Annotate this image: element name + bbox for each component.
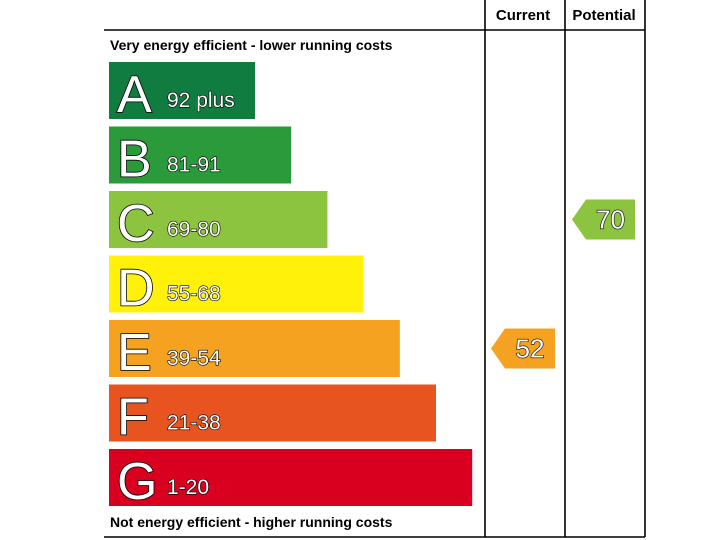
band-bar — [109, 320, 400, 377]
chart-frame — [104, 0, 646, 538]
rating-markers: 52 70 — [491, 199, 635, 369]
bottom-caption: Not energy efficient - higher running co… — [110, 514, 393, 530]
potential-rating-arrow — [572, 199, 635, 240]
band-range: 1-20 — [167, 476, 209, 499]
band-c: C 69-80 — [109, 191, 328, 254]
band-bar — [109, 126, 292, 184]
band-f: F 21-38 — [109, 384, 436, 447]
band-range: 21-38 — [167, 412, 221, 435]
top-caption: Very energy efficient - lower running co… — [110, 37, 393, 53]
band-range: 81-91 — [167, 154, 221, 177]
band-letter: A — [117, 66, 152, 124]
current-rating-marker: 52 — [491, 328, 555, 369]
band-bar — [109, 62, 255, 119]
band-letter: D — [117, 260, 155, 318]
band-letter: C — [117, 195, 155, 253]
band-b: B 81-91 — [109, 126, 292, 189]
current-rating-arrow — [491, 328, 555, 369]
band-letter: G — [117, 453, 157, 511]
potential-header: Potential — [572, 7, 635, 24]
band-letter: F — [117, 389, 149, 447]
rating-bands: A 92 plus B 81-91 C 69-80 D 55-68 E 39-54 F 21-38 G 1… — [109, 62, 473, 512]
current-header: Current — [496, 7, 550, 24]
band-bar — [109, 384, 436, 442]
band-e: E 39-54 — [109, 320, 400, 383]
band-range: 55-68 — [167, 283, 221, 306]
potential-rating-marker: 70 — [572, 199, 635, 240]
band-d: D 55-68 — [109, 255, 364, 318]
band-bar — [109, 191, 328, 248]
band-g: G 1-20 — [109, 449, 473, 512]
band-range: 92 plus — [167, 89, 235, 112]
band-letter: E — [117, 324, 152, 382]
band-range: 39-54 — [167, 347, 221, 370]
current-rating-value: 52 — [516, 334, 545, 364]
band-bar — [109, 449, 473, 506]
potential-rating-value: 70 — [596, 205, 625, 235]
band-a: A 92 plus — [109, 62, 255, 125]
band-letter: B — [117, 131, 152, 189]
band-bar — [109, 255, 364, 313]
band-range: 69-80 — [167, 218, 221, 241]
